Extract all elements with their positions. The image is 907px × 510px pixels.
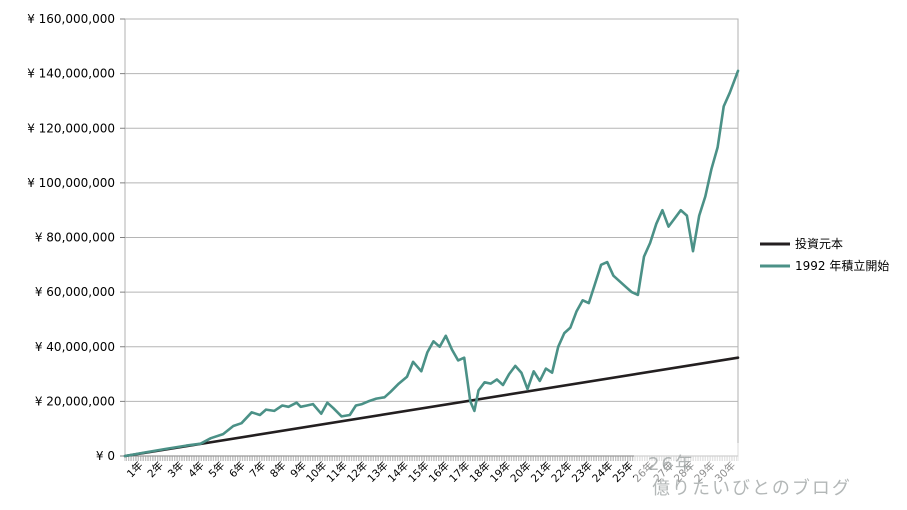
x-tick-label: 24年 <box>589 459 615 485</box>
x-tick-label: 7年 <box>247 459 268 480</box>
x-tick-label: 4年 <box>186 459 207 480</box>
y-tick-label: ¥ 160,000,000 <box>27 12 115 26</box>
legend-label: 1992 年積立開始 <box>795 258 889 273</box>
legend: 投資元本 1992 年積立開始 <box>760 236 889 273</box>
y-axis: ¥ 0 ¥ 20,000,000 ¥ 40,000,000 ¥ 60,000,000 ¥… <box>27 12 125 463</box>
x-tick-label: 25年 <box>610 459 636 485</box>
x-tick-label: 2年 <box>145 459 166 480</box>
x-tick-label: 11年 <box>324 459 350 485</box>
x-tick-label: 13年 <box>365 459 391 485</box>
x-tick-label: 8年 <box>267 459 288 480</box>
x-tick-label: 15年 <box>406 459 432 485</box>
x-tick-label: 6年 <box>226 459 247 480</box>
y-tick-label: ¥ 80,000,000 <box>35 231 115 245</box>
x-tick-label: 23年 <box>569 459 595 485</box>
series-line-portfolio <box>123 69 740 458</box>
x-tick-label: 21年 <box>528 459 554 485</box>
series-line-principal <box>123 356 740 458</box>
x-tick-label: 18年 <box>467 459 493 485</box>
y-tick-label: ¥ 60,000,000 <box>35 285 115 299</box>
y-tick-label: ¥ 120,000,000 <box>27 121 115 135</box>
y-tick-label: ¥ 20,000,000 <box>35 394 115 408</box>
x-tick-label: 12年 <box>344 459 370 485</box>
x-tick-label: 1年 <box>124 459 145 480</box>
x-tick-label: 20年 <box>508 459 534 485</box>
x-tick-label: 22年 <box>549 459 575 485</box>
watermark-backdrop <box>634 443 907 510</box>
legend-label: 投資元本 <box>795 236 843 251</box>
x-tick-label: 3年 <box>165 459 186 480</box>
y-tick-label: ¥ 0 <box>96 449 115 463</box>
y-tick-label: ¥ 140,000,000 <box>27 67 115 81</box>
series-lines <box>123 69 740 458</box>
x-tick-label: 5年 <box>206 459 227 480</box>
y-tick-label: ¥ 40,000,000 <box>35 340 115 354</box>
watermark-text: 億りたいびとのブログ <box>652 477 852 499</box>
x-tick-label: 16年 <box>426 459 452 485</box>
grid-lines <box>124 18 739 457</box>
x-tick-label: 14年 <box>385 459 411 485</box>
watermark-badge: 26年 <box>648 454 695 475</box>
x-tick-label: 19年 <box>487 459 513 485</box>
x-tick-label: 10年 <box>303 459 329 485</box>
y-tick-label: ¥ 100,000,000 <box>27 176 115 190</box>
x-tick-label: 17年 <box>446 459 472 485</box>
